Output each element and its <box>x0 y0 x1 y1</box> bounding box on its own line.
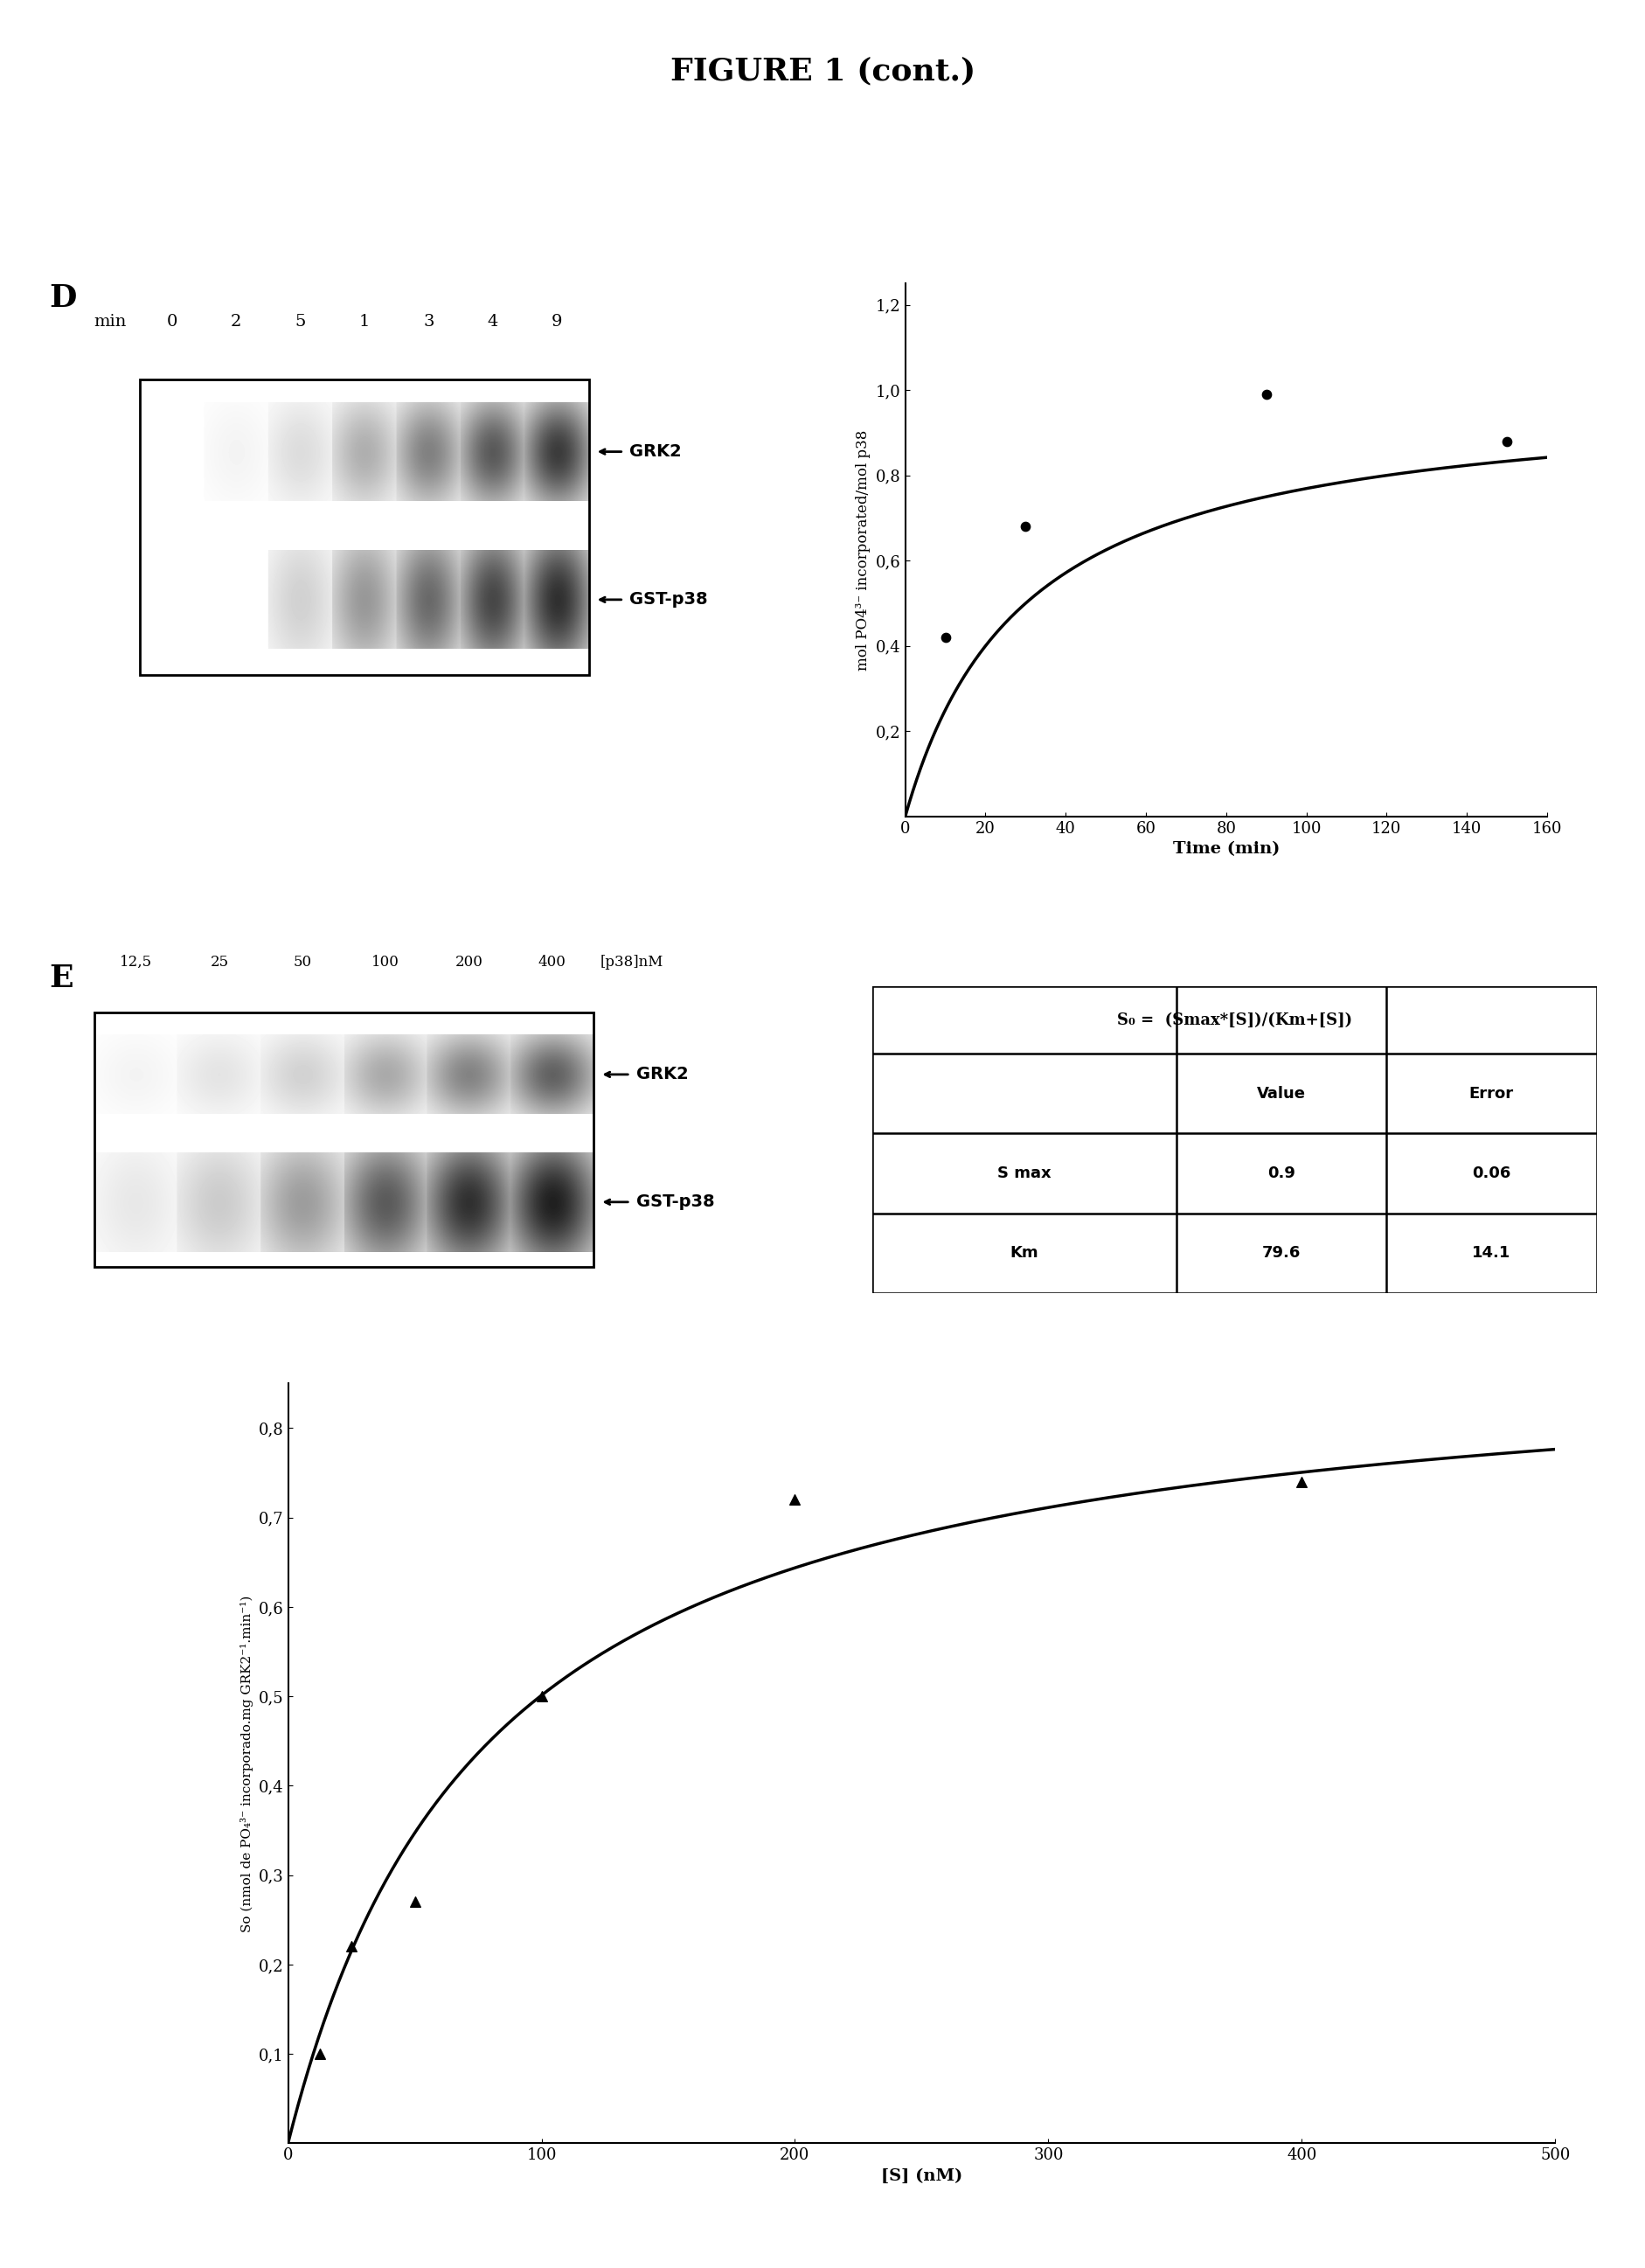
Text: GST-p38: GST-p38 <box>628 592 707 608</box>
Text: 200: 200 <box>454 955 482 971</box>
Text: 5: 5 <box>294 315 306 329</box>
Point <box>931 619 957 655</box>
Point <box>401 1885 428 1921</box>
Text: 12,5: 12,5 <box>120 955 153 971</box>
Text: Value: Value <box>1257 1086 1304 1102</box>
Text: [p38]nM: [p38]nM <box>599 955 663 971</box>
Text: E: E <box>49 964 74 993</box>
Point <box>1288 1463 1314 1499</box>
Text: 0.9: 0.9 <box>1267 1166 1295 1182</box>
Text: Error: Error <box>1469 1086 1513 1102</box>
Bar <box>140 379 589 676</box>
Text: min: min <box>94 315 127 329</box>
Text: 0.06: 0.06 <box>1471 1166 1510 1182</box>
Text: 9: 9 <box>551 315 563 329</box>
X-axis label: Time (min): Time (min) <box>1173 841 1278 857</box>
Text: 25: 25 <box>211 955 229 971</box>
Text: 3: 3 <box>423 315 434 329</box>
Text: GRK2: GRK2 <box>637 1066 688 1082</box>
Text: 14.1: 14.1 <box>1471 1245 1510 1261</box>
Text: GST-p38: GST-p38 <box>637 1193 714 1211</box>
Text: D: D <box>49 284 77 313</box>
Text: 400: 400 <box>538 955 566 971</box>
Text: 2: 2 <box>230 315 242 329</box>
Text: 1: 1 <box>359 315 370 329</box>
Point <box>1494 424 1520 460</box>
Point <box>306 2037 332 2073</box>
Text: 4: 4 <box>487 315 498 329</box>
X-axis label: [S] (nM): [S] (nM) <box>880 2168 962 2184</box>
Text: Km: Km <box>1010 1245 1038 1261</box>
Point <box>337 1928 364 1964</box>
Bar <box>94 1012 594 1268</box>
Y-axis label: So (nmol de PO₄³⁻ incorporado.mg GRK2⁻¹.min⁻¹): So (nmol de PO₄³⁻ incorporado.mg GRK2⁻¹.… <box>240 1594 253 1932</box>
Point <box>781 1481 808 1517</box>
Text: 0: 0 <box>166 315 178 329</box>
Text: S max: S max <box>997 1166 1051 1182</box>
Point <box>1252 376 1278 413</box>
Point <box>1012 508 1038 544</box>
Text: 100: 100 <box>372 955 400 971</box>
Y-axis label: mol PO4³⁻ incorporated/mol p38: mol PO4³⁻ incorporated/mol p38 <box>855 429 870 671</box>
Text: FIGURE 1 (cont.): FIGURE 1 (cont.) <box>670 57 975 86</box>
Text: S₀ =  (Smax*[S])/(Km+[S]): S₀ = (Smax*[S])/(Km+[S]) <box>1117 1012 1351 1027</box>
Text: GRK2: GRK2 <box>628 442 681 460</box>
Point <box>528 1678 554 1715</box>
Text: 79.6: 79.6 <box>1262 1245 1300 1261</box>
Text: 50: 50 <box>293 955 311 971</box>
